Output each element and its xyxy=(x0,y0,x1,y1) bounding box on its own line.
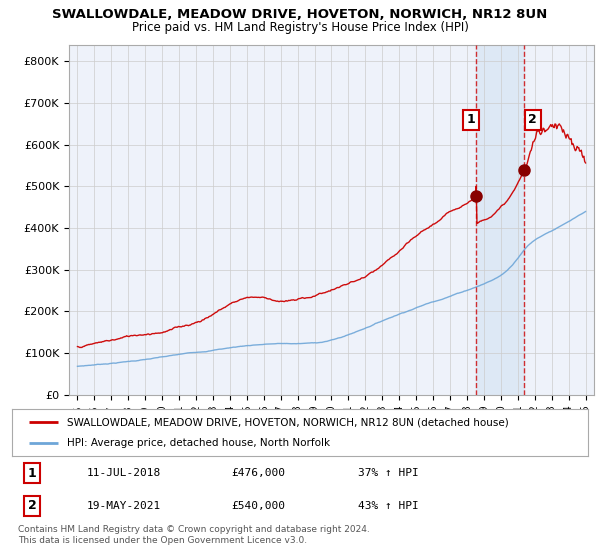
Text: 43% ↑ HPI: 43% ↑ HPI xyxy=(358,501,418,511)
Text: SWALLOWDALE, MEADOW DRIVE, HOVETON, NORWICH, NR12 8UN: SWALLOWDALE, MEADOW DRIVE, HOVETON, NORW… xyxy=(52,8,548,21)
Text: £476,000: £476,000 xyxy=(231,468,285,478)
Text: Contains HM Land Registry data © Crown copyright and database right 2024.
This d: Contains HM Land Registry data © Crown c… xyxy=(18,525,370,545)
Text: 1: 1 xyxy=(467,113,475,127)
Text: Price paid vs. HM Land Registry's House Price Index (HPI): Price paid vs. HM Land Registry's House … xyxy=(131,21,469,34)
Text: SWALLOWDALE, MEADOW DRIVE, HOVETON, NORWICH, NR12 8UN (detached house): SWALLOWDALE, MEADOW DRIVE, HOVETON, NORW… xyxy=(67,417,508,427)
Bar xyxy=(476,45,524,395)
Text: 37% ↑ HPI: 37% ↑ HPI xyxy=(358,468,418,478)
Text: 11-JUL-2018: 11-JUL-2018 xyxy=(87,468,161,478)
Text: HPI: Average price, detached house, North Norfolk: HPI: Average price, detached house, Nort… xyxy=(67,438,330,448)
Text: 2: 2 xyxy=(28,500,37,512)
Text: 2: 2 xyxy=(529,113,537,127)
Text: £540,000: £540,000 xyxy=(231,501,285,511)
Text: 1: 1 xyxy=(28,466,37,479)
Text: 19-MAY-2021: 19-MAY-2021 xyxy=(87,501,161,511)
